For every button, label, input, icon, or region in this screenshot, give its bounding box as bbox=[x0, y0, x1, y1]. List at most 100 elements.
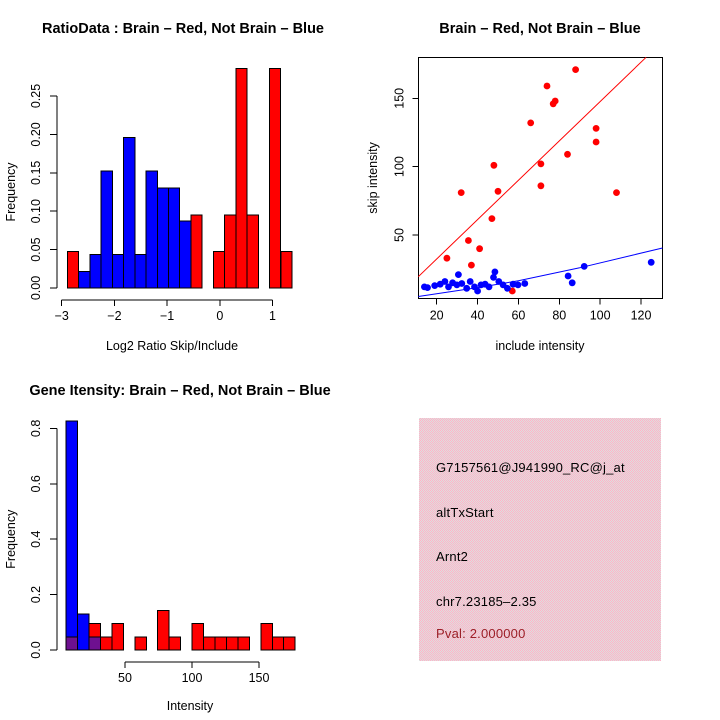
scatter-point-brain bbox=[476, 245, 483, 253]
y-tick-label: 150 bbox=[392, 88, 406, 109]
hist-bar-blue bbox=[65, 420, 78, 651]
y-tick-label: 0.0 bbox=[29, 641, 43, 658]
x-tick-label: 50 bbox=[118, 671, 132, 685]
hist-bar-blue bbox=[111, 254, 125, 289]
hist-bar-red bbox=[246, 214, 259, 289]
scatter-point-brain bbox=[457, 189, 465, 197]
hist-bar-blue bbox=[78, 270, 91, 289]
scatter-point-brain bbox=[613, 189, 620, 197]
scatter-point-brain bbox=[468, 261, 475, 269]
gene-info-panel: G7157561@J941990_RC@j_at altTxStart Arnt… bbox=[419, 418, 661, 661]
y-tick-label: 0.4 bbox=[29, 530, 43, 547]
plot-box bbox=[417, 56, 663, 300]
scatter-point-not_brain bbox=[580, 263, 588, 270]
scatter-point-brain bbox=[572, 66, 579, 73]
hist-bar-red bbox=[269, 68, 282, 289]
hist-bar-blue bbox=[123, 137, 136, 289]
scatter-point-not_brain bbox=[424, 284, 431, 291]
ratio-histogram-panel: −3 −2 −1 0 1 0.00 0.05 0.10 0.15 0.20 0.25 Log2 Rat… bbox=[4, 21, 324, 353]
hist-bar-red bbox=[224, 214, 237, 289]
y-tick-label: 50 bbox=[392, 228, 406, 242]
y-axis-label: Frequency bbox=[4, 162, 18, 222]
x-axis-label: include intensity bbox=[496, 339, 586, 353]
x-tick-label: 100 bbox=[590, 309, 611, 323]
scatter-point-brain bbox=[527, 119, 535, 127]
hist-bar-red bbox=[190, 214, 203, 289]
x-tick-label: −1 bbox=[160, 309, 174, 323]
x-tick-label: −2 bbox=[107, 309, 121, 323]
panel-title: Gene Itensity: Brain – Red, Not Brain – … bbox=[29, 383, 330, 399]
hist-bar-red bbox=[214, 636, 227, 651]
scatter-point-not_brain bbox=[431, 282, 439, 289]
y-tick-label: 0.8 bbox=[29, 420, 43, 437]
y-tick-label: 0.25 bbox=[29, 84, 43, 108]
scatter-point-brain bbox=[564, 150, 571, 158]
hist-bar-overlap bbox=[88, 636, 101, 651]
hist-bar-red bbox=[111, 623, 124, 651]
scatter-point-brain bbox=[488, 215, 496, 223]
scatter-point-not_brain bbox=[463, 284, 471, 292]
y-tick-label: 0.10 bbox=[29, 199, 43, 223]
hist-bar-blue bbox=[179, 220, 192, 289]
locus-text: chr7.23185–2.35 bbox=[436, 594, 537, 609]
scatter-point-brain bbox=[592, 138, 600, 146]
hist-bar-red bbox=[237, 636, 250, 651]
hist-bar-red bbox=[212, 250, 226, 289]
pval-text: Pval: 2.000000 bbox=[436, 626, 526, 641]
scatter-point-not_brain bbox=[514, 281, 522, 289]
y-tick-label: 0.2 bbox=[29, 586, 43, 603]
scatter-point-not_brain bbox=[474, 287, 481, 295]
scatter-point-brain bbox=[465, 237, 472, 244]
hist-bar-red bbox=[225, 636, 239, 651]
scatter-point-brain bbox=[543, 82, 551, 90]
hist-bar-red bbox=[168, 636, 182, 651]
hist-bar-red bbox=[260, 623, 273, 651]
x-tick-label: 60 bbox=[511, 309, 525, 323]
hist-bar-red bbox=[280, 250, 293, 289]
x-tick-label: 20 bbox=[430, 309, 444, 323]
brain-fit-line bbox=[417, 56, 647, 278]
scatter-point-not_brain bbox=[504, 284, 511, 292]
y-tick-label: 100 bbox=[392, 156, 406, 177]
x-tick-label: 150 bbox=[249, 671, 270, 685]
scatter-point-not_brain bbox=[441, 278, 449, 285]
scatter-point-not_brain bbox=[455, 271, 462, 278]
hist-bar-blue bbox=[145, 170, 158, 289]
y-tick-label: 0.6 bbox=[29, 475, 43, 492]
hist-bar-red bbox=[283, 636, 296, 651]
x-tick-label: 120 bbox=[631, 309, 652, 323]
scatter-point-not_brain bbox=[458, 280, 466, 287]
scatter-point-not_brain bbox=[490, 274, 497, 281]
y-axis-label: skip intensity bbox=[366, 141, 380, 213]
y-tick-label: 0.15 bbox=[29, 161, 43, 185]
x-tick-label: 40 bbox=[471, 309, 485, 323]
hist-bar-blue bbox=[156, 187, 170, 289]
scatter-point-not_brain bbox=[568, 279, 576, 287]
gene-name-text: Arnt2 bbox=[436, 549, 469, 564]
panel-title: RatioData : Brain – Red, Not Brain – Blu… bbox=[42, 21, 324, 37]
hist-bar-red bbox=[157, 609, 170, 651]
scatter-point-not_brain bbox=[564, 272, 572, 280]
y-axis-label: Frequency bbox=[4, 509, 18, 569]
hist-bar-red bbox=[99, 636, 113, 651]
x-tick-label: 1 bbox=[269, 309, 276, 323]
y-tick-label: 0.05 bbox=[29, 237, 43, 261]
hist-bar-blue bbox=[168, 187, 181, 289]
hist-bar-blue bbox=[89, 254, 102, 289]
hist-bar-red bbox=[134, 636, 147, 651]
hist-bar-red bbox=[191, 623, 205, 651]
scatter-point-not_brain bbox=[485, 283, 493, 291]
x-tick-label: 100 bbox=[182, 671, 203, 685]
scatter-point-not_brain bbox=[521, 280, 529, 287]
scatter-point-brain bbox=[549, 100, 557, 108]
scatter-point-not_brain bbox=[647, 258, 655, 266]
x-axis-label: Intensity bbox=[167, 699, 214, 713]
hist-bar-blue bbox=[100, 170, 113, 289]
hist-bar-blue bbox=[77, 613, 90, 651]
scatter-point-brain bbox=[490, 161, 498, 169]
hist-bar-red bbox=[271, 636, 285, 651]
scatter-point-brain bbox=[537, 160, 545, 168]
x-axis-label: Log2 Ratio Skip/Include bbox=[106, 339, 238, 353]
